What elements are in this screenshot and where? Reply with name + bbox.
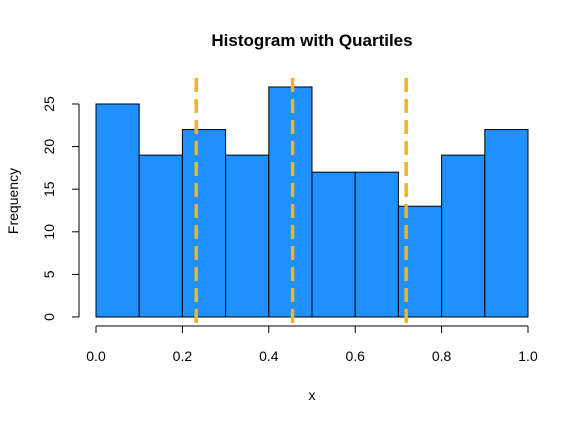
x-tick-label-3: 0.6: [345, 348, 365, 364]
y-tick-label-0: 0: [41, 313, 57, 321]
y-tick-label-4: 20: [41, 139, 57, 155]
y-tick-label-5: 25: [41, 96, 57, 112]
histogram-bar-2: [181, 129, 227, 318]
y-tick-label-2: 10: [41, 224, 57, 240]
histogram-bar-5: [311, 171, 356, 318]
x-axis: 0.0 0.2 0.4 0.6 0.8 1.0: [86, 325, 538, 364]
y-axis-label: Frequency: [5, 168, 21, 234]
histogram-bar-9: [484, 129, 529, 318]
y-tick-label-3: 15: [41, 181, 57, 197]
chart-title: Histogram with Quartiles: [211, 31, 412, 50]
x-tick-label-4: 0.8: [432, 348, 452, 364]
bars-group: [95, 86, 529, 318]
histogram-bar-8: [441, 154, 486, 318]
histogram-bar-3: [225, 154, 270, 318]
y-tick-label-1: 5: [41, 270, 57, 278]
histogram-bar-4: [268, 86, 313, 318]
x-tick-label-2: 0.4: [259, 348, 279, 364]
histogram-bar-6: [354, 171, 399, 318]
x-axis-label: x: [309, 387, 316, 403]
histogram-bar-0: [95, 103, 140, 318]
x-tick-label-1: 0.2: [173, 348, 193, 364]
histogram-bar-1: [138, 154, 183, 318]
x-tick-label-5: 1.0: [518, 348, 538, 364]
x-tick-label-0: 0.0: [86, 348, 106, 364]
y-axis: 0 5 10 15 20 25: [41, 96, 80, 321]
